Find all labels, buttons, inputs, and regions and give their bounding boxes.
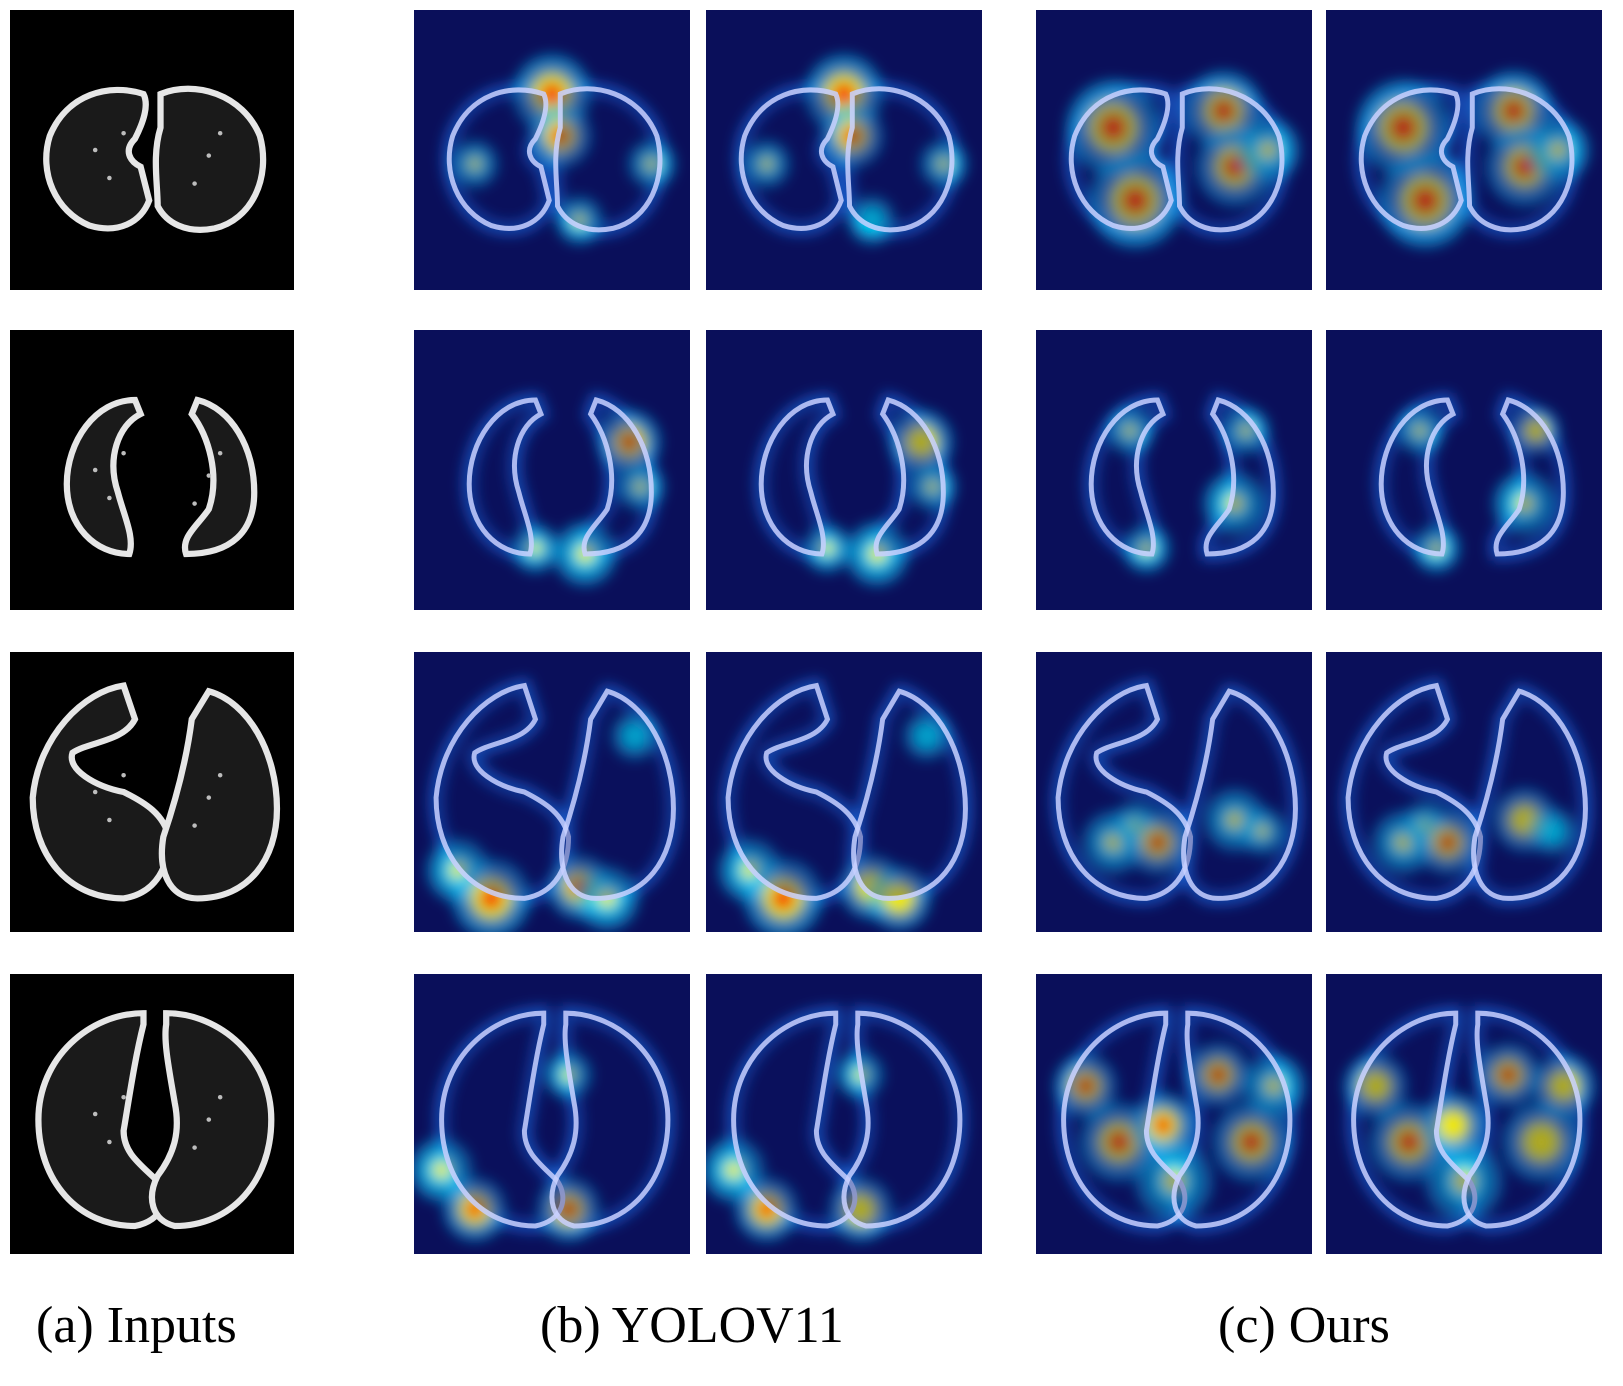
- ct-slice-2: [10, 330, 294, 610]
- gradcam-yolo-1a: [414, 10, 690, 290]
- gradcam-ours-3a: [1036, 652, 1312, 932]
- gradcam-ours-2b-image: [1326, 330, 1602, 610]
- gradcam-ours-4b-image: [1326, 974, 1602, 1254]
- gradcam-ours-1a: [1036, 10, 1312, 290]
- gradcam-ours-1b-image: [1326, 10, 1602, 290]
- ct-slice-3: [10, 652, 294, 932]
- gradcam-ours-3a-image: [1036, 652, 1312, 932]
- ct-slice-1-image: [10, 10, 294, 290]
- gradcam-yolo-4b-image: [706, 974, 982, 1254]
- gradcam-ours-2b: [1326, 330, 1602, 610]
- gradcam-ours-4a: [1036, 974, 1312, 1254]
- gradcam-yolo-3b-image: [706, 652, 982, 932]
- gradcam-yolo-3b: [706, 652, 982, 932]
- gradcam-yolo-3a-image: [414, 652, 690, 932]
- gradcam-yolo-2a: [414, 330, 690, 610]
- caption-inputs: (a) Inputs: [36, 1297, 237, 1354]
- gradcam-yolo-2b-image: [706, 330, 982, 610]
- gradcam-yolo-4a: [414, 974, 690, 1254]
- gradcam-ours-3b: [1326, 652, 1602, 932]
- gradcam-ours-3b-image: [1326, 652, 1602, 932]
- ct-slice-1: [10, 10, 294, 290]
- ct-slice-4-image: [10, 974, 294, 1254]
- ct-slice-3-image: [10, 652, 294, 932]
- gradcam-ours-4b: [1326, 974, 1602, 1254]
- gradcam-yolo-3a: [414, 652, 690, 932]
- gradcam-ours-1a-image: [1036, 10, 1312, 290]
- gradcam-yolo-4b: [706, 974, 982, 1254]
- gradcam-ours-2a-image: [1036, 330, 1312, 610]
- gradcam-ours-2a: [1036, 330, 1312, 610]
- ct-slice-4: [10, 974, 294, 1254]
- gradcam-yolo-2b: [706, 330, 982, 610]
- gradcam-ours-4a-image: [1036, 974, 1312, 1254]
- caption-yolov11: (b) YOLOV11: [540, 1297, 844, 1354]
- gradcam-yolo-4a-image: [414, 974, 690, 1254]
- caption-ours: (c) Ours: [1218, 1297, 1390, 1354]
- gradcam-ours-1b: [1326, 10, 1602, 290]
- gradcam-yolo-1a-image: [414, 10, 690, 290]
- gradcam-yolo-1b-image: [706, 10, 982, 290]
- gradcam-yolo-1b: [706, 10, 982, 290]
- ct-slice-2-image: [10, 330, 294, 610]
- gradcam-yolo-2a-image: [414, 330, 690, 610]
